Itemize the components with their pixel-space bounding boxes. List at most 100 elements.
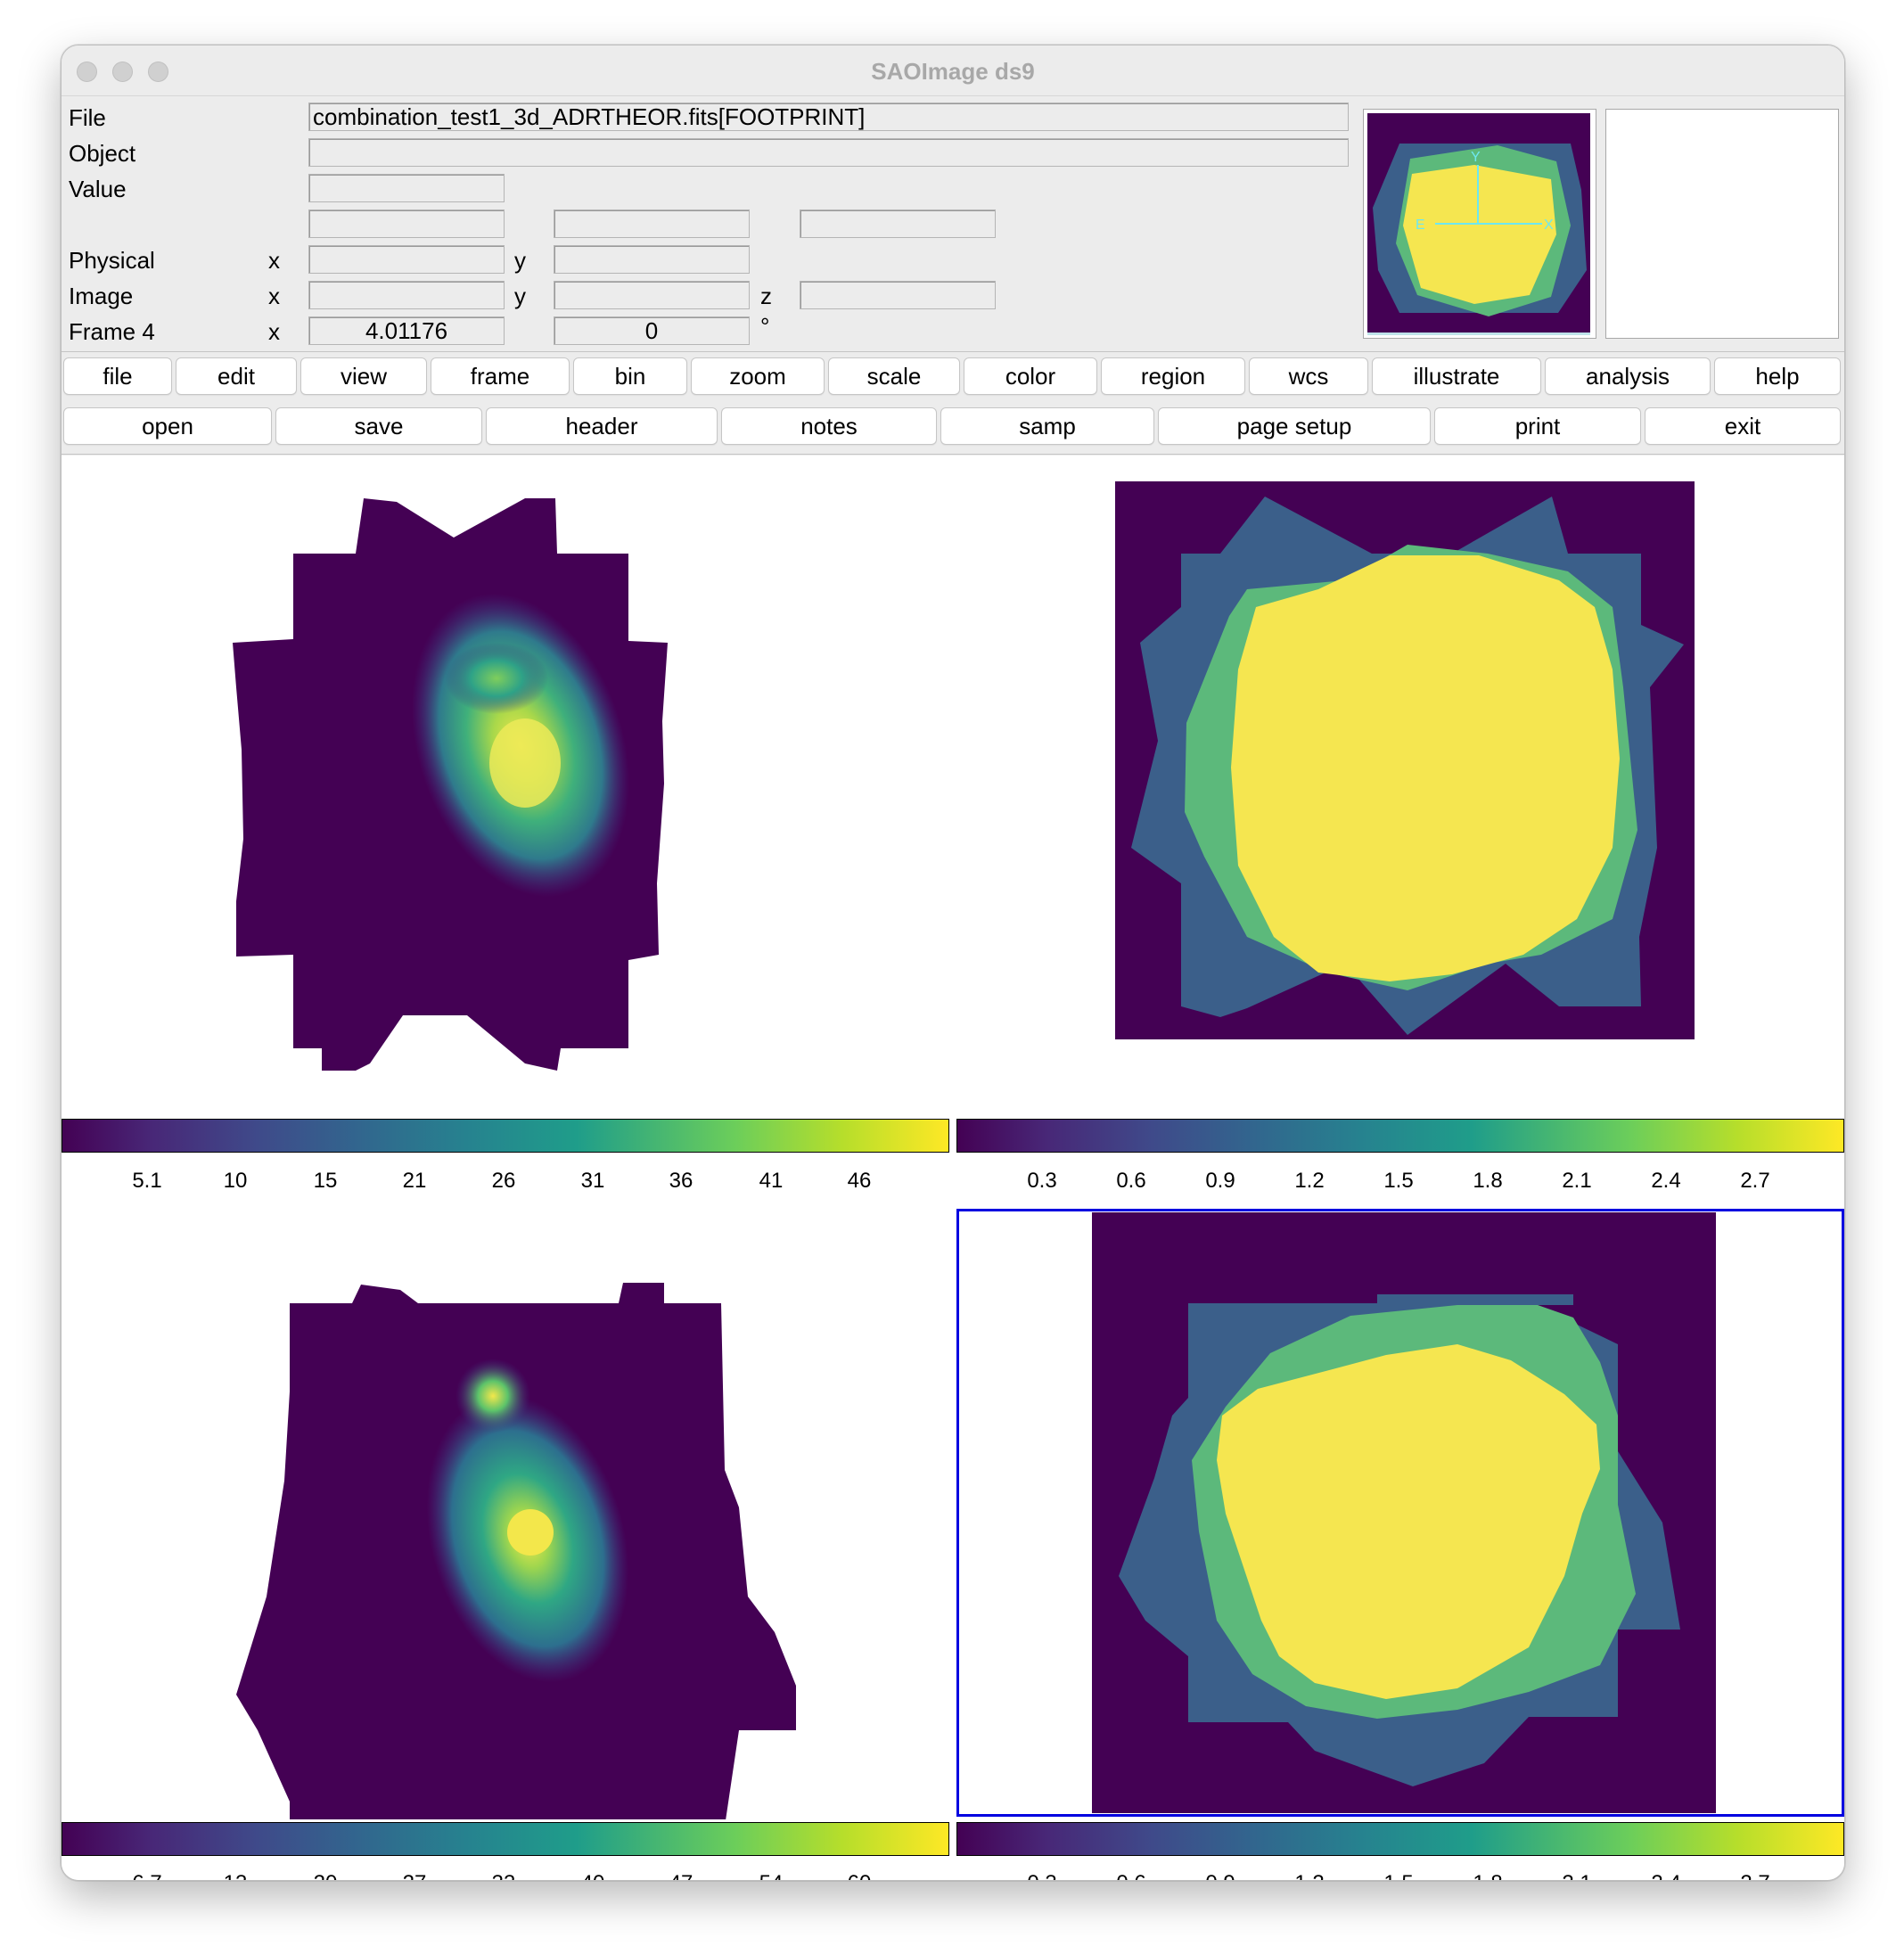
frame-2[interactable]	[953, 456, 1844, 1071]
magnifier	[1605, 109, 1839, 339]
menu-help-button[interactable]: help	[1714, 357, 1841, 395]
colorbar-tick-label: 1.8	[1473, 1169, 1503, 1193]
frame-x-field[interactable]: 4.01176	[308, 316, 505, 345]
samp-button[interactable]: samp	[940, 407, 1154, 445]
image-z-label: z	[760, 283, 772, 309]
notes-button[interactable]: notes	[721, 407, 937, 445]
panner-view-box	[1367, 333, 1590, 335]
frame-3-core	[507, 1509, 554, 1556]
colorbar-tick-label: 0.3	[1027, 1871, 1056, 1880]
menu-analysis-button[interactable]: analysis	[1545, 357, 1711, 395]
colorbar-tick-label: 1.2	[1294, 1169, 1325, 1193]
frame-4[interactable]	[958, 1211, 1842, 1815]
colorbar-frame-4[interactable]	[956, 1822, 1844, 1856]
window-title: SAOImage ds9	[871, 58, 1035, 85]
wcs-x-field[interactable]	[308, 209, 505, 238]
colorbar-tick-label: 47	[669, 1871, 693, 1880]
colorbar-tick-label: 36	[669, 1169, 693, 1193]
menu-view-button[interactable]: view	[300, 357, 427, 395]
menu-region-button[interactable]: region	[1101, 357, 1245, 395]
canvas-separator	[62, 454, 1844, 455]
menu-frame-button[interactable]: frame	[431, 357, 570, 395]
colorbar-tick-label: 2.7	[1740, 1169, 1770, 1193]
frame-1-companion	[445, 643, 548, 714]
colorbar-tick-label: 0.3	[1027, 1169, 1057, 1193]
menu-edit-button[interactable]: edit	[176, 357, 297, 395]
colorbar-tick-label: 2.7	[1740, 1871, 1769, 1880]
colorbar-tick-label: 1.2	[1294, 1871, 1324, 1880]
colorbar-frame-2[interactable]	[956, 1119, 1844, 1153]
colorbar-tick-label: 31	[580, 1169, 605, 1193]
open-button[interactable]: open	[63, 407, 272, 445]
image-y-field[interactable]	[554, 281, 750, 309]
wcs-y-field[interactable]	[554, 209, 750, 238]
exit-button[interactable]: exit	[1645, 407, 1841, 445]
image-x-field[interactable]	[308, 281, 505, 309]
image-canvas[interactable]: 5.1 10 15 21 26 31 36 41 46 0.3 0.6 0.9 …	[62, 456, 1844, 1880]
frame-4-core-footprint	[1217, 1344, 1600, 1699]
menu-wcs-button[interactable]: wcs	[1249, 357, 1368, 395]
wcs-z-field[interactable]	[800, 209, 996, 238]
menu-illustrate-button[interactable]: illustrate	[1372, 357, 1541, 395]
save-button[interactable]: save	[275, 407, 482, 445]
frame-y-field[interactable]: 0	[554, 316, 750, 345]
physical-x-field[interactable]	[308, 245, 505, 274]
minimize-window-button[interactable]	[112, 62, 133, 82]
panner[interactable]: Y E X	[1363, 109, 1596, 339]
menu-file-button[interactable]: file	[63, 357, 172, 395]
colorbar-frame-1[interactable]	[62, 1119, 949, 1153]
colorbar-tick-label: 54	[759, 1871, 784, 1880]
frame-3-companion	[455, 1359, 530, 1433]
panner-thumbnail: Y E X	[1367, 113, 1590, 335]
frame-4-selection-border[interactable]	[956, 1209, 1844, 1817]
colorbar-tick-label: 2.4	[1651, 1871, 1680, 1880]
colorbar-tick-label: 41	[759, 1169, 784, 1193]
frame-label: Frame 4	[69, 318, 155, 345]
panner-core-footprint	[1403, 165, 1556, 304]
colorbar-tick-label: 21	[402, 1169, 427, 1193]
colorbar-tick-label: 15	[313, 1169, 338, 1193]
physical-label: Physical	[69, 247, 155, 274]
colorbar-tick-label: 60	[848, 1871, 872, 1880]
colorbar-tick-label: 1.5	[1383, 1871, 1413, 1880]
colorbar-tick-label: 1.5	[1383, 1169, 1414, 1193]
colorbar-tick-label: 26	[491, 1169, 516, 1193]
colorbar-tick-label: 0.9	[1205, 1871, 1235, 1880]
value-field[interactable]	[308, 174, 505, 202]
menu-color-button[interactable]: color	[964, 357, 1097, 395]
colorbar-frame-3[interactable]	[62, 1822, 949, 1856]
colorbar-tick-label: 20	[314, 1871, 338, 1880]
colorbar-tick-label: 2.1	[1562, 1871, 1591, 1880]
colorbar-tick-label: 1.8	[1473, 1871, 1502, 1880]
menu-zoom-button[interactable]: zoom	[691, 357, 825, 395]
image-z-field[interactable]	[800, 281, 996, 309]
file-label: File	[69, 104, 106, 131]
menu-bin-button[interactable]: bin	[573, 357, 687, 395]
physical-y-field[interactable]	[554, 245, 750, 274]
colorbar-tick-label: 10	[223, 1169, 248, 1193]
panner-north-label: Y	[1471, 150, 1481, 165]
object-field[interactable]	[308, 138, 1349, 167]
header-button[interactable]: header	[486, 407, 718, 445]
menu-scale-button[interactable]: scale	[828, 357, 960, 395]
frame-1-core	[489, 718, 561, 808]
frame-x-label: x	[268, 318, 280, 345]
physical-x-label: x	[268, 247, 280, 274]
image-label: Image	[69, 283, 134, 309]
degree-symbol: °	[760, 313, 770, 340]
colorbar-tick-label: 0.6	[1116, 1871, 1145, 1880]
close-window-button[interactable]	[77, 62, 97, 82]
file-field[interactable]: combination_test1_3d_ADRTHEOR.fits[FOOTP…	[308, 103, 1349, 131]
colorbar-tick-label: 33	[492, 1871, 516, 1880]
print-button[interactable]: print	[1434, 407, 1641, 445]
colorbar-tick-label: 27	[403, 1871, 427, 1880]
frame-2-core-footprint	[1231, 555, 1620, 981]
frame-1[interactable]	[62, 456, 949, 1071]
colorbar-tick-label: 46	[847, 1169, 872, 1193]
colorbar-tick-label: 13	[224, 1871, 248, 1880]
colorbar-tick-label: 6.7	[132, 1871, 161, 1880]
page-setup-button[interactable]: page setup	[1158, 407, 1431, 445]
frame-3[interactable]	[62, 1213, 949, 1819]
panner-x-label: X	[1544, 218, 1554, 233]
zoom-window-button[interactable]	[148, 62, 168, 82]
